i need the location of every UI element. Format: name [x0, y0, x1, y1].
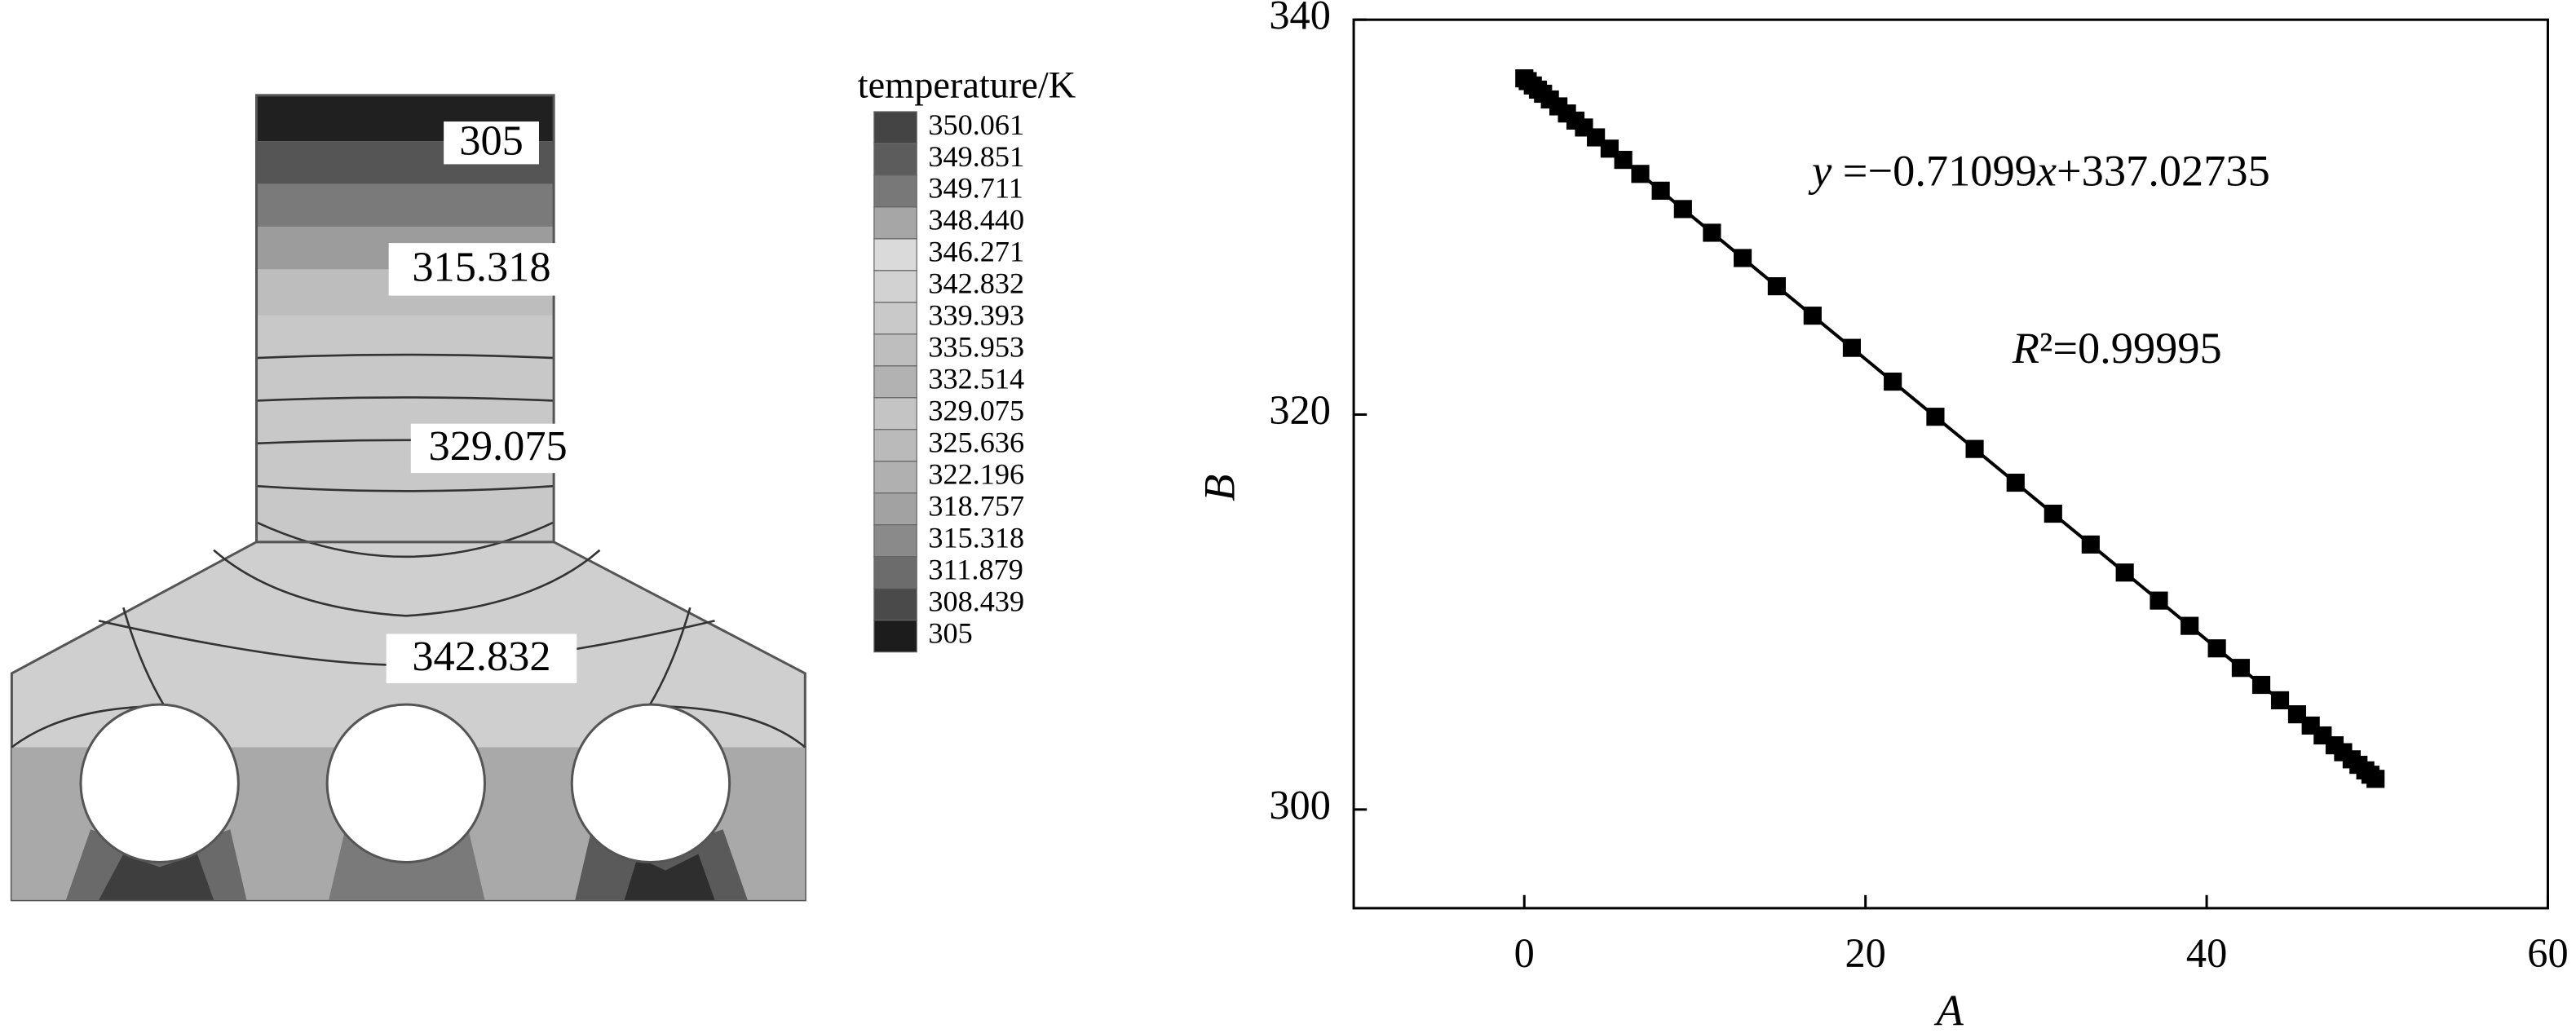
legend-label: 308.439 — [928, 585, 1024, 618]
data-point — [2006, 473, 2025, 492]
x-tick-label: 0 — [1514, 930, 1535, 976]
data-point — [1600, 139, 1619, 158]
data-point — [2207, 639, 2226, 658]
data-point — [2181, 616, 2199, 635]
legend-label: 346.271 — [928, 236, 1024, 268]
contour-label: 329.075 — [429, 422, 568, 470]
legend-swatch — [873, 397, 917, 430]
legend-swatch — [873, 206, 917, 240]
legend-label: 325.636 — [928, 426, 1024, 459]
y-tick-label: 300 — [1269, 782, 1331, 828]
pocket — [624, 854, 715, 900]
stem-band — [256, 183, 555, 227]
data-point — [2115, 563, 2134, 582]
data-point — [1842, 338, 1862, 357]
y-tick-label: 320 — [1269, 387, 1331, 433]
data-point — [1926, 408, 1945, 426]
contour-geometry — [10, 94, 806, 902]
legend-swatch — [873, 111, 917, 144]
legend-label: 332.514 — [928, 363, 1024, 395]
legend-label: 318.757 — [928, 490, 1024, 523]
equation-part: =−0.71099 — [1831, 147, 2037, 196]
legend-swatch — [873, 429, 917, 462]
r-squared: R²=0.99995 — [2012, 324, 2222, 373]
legend-swatch — [873, 270, 917, 303]
x-tick-label: 20 — [1845, 930, 1886, 976]
data-point — [2044, 504, 2062, 523]
pocket — [99, 854, 214, 900]
data-point — [1767, 277, 1786, 296]
legend-label: 305 — [928, 617, 972, 650]
legend-label: 322.196 — [928, 458, 1024, 491]
legend-swatch — [873, 333, 917, 367]
data-point — [1587, 128, 1606, 147]
legend-swatch — [873, 302, 917, 335]
hole — [570, 703, 731, 864]
y-axis-label: B — [1195, 475, 1244, 501]
data-point — [1631, 165, 1650, 183]
data-point — [1614, 151, 1633, 170]
contour-label: 305 — [459, 117, 524, 164]
legend-swatch — [873, 461, 917, 494]
stem-outline — [255, 94, 555, 544]
legend-swatch — [873, 588, 917, 621]
data-point — [1884, 372, 1902, 391]
data-point — [1673, 200, 1692, 219]
legend-label: 329.075 — [928, 395, 1024, 427]
contour-label-box — [388, 243, 575, 296]
y-tick-label: 340 — [1269, 0, 1331, 38]
x-tick-label: 40 — [2186, 930, 2227, 976]
legend-label: 342.832 — [928, 267, 1024, 300]
data-point — [1803, 307, 1822, 325]
contour-label-box — [386, 633, 577, 683]
legend-label: 335.953 — [928, 331, 1024, 364]
contour-label-box — [410, 423, 585, 474]
legend-label: 339.393 — [928, 299, 1024, 332]
equation: y =−0.71099x+337.02735 — [1808, 147, 2270, 196]
contour-label-box — [444, 121, 539, 165]
hole — [325, 703, 487, 864]
r-squared-part: ²=0.99995 — [2039, 324, 2222, 373]
contour-line — [255, 353, 555, 558]
legend-label: 350.061 — [928, 108, 1024, 141]
data-point — [2231, 659, 2250, 678]
equation-part: x — [2036, 147, 2057, 196]
legend-label: 311.879 — [928, 554, 1023, 586]
legend-swatch — [873, 365, 917, 399]
data-point — [2150, 591, 2168, 610]
legend-label: 315.318 — [928, 522, 1024, 554]
data-point — [2270, 691, 2290, 709]
plot-frame — [1352, 18, 2549, 910]
data-point — [2287, 705, 2307, 724]
data-point — [2081, 535, 2100, 554]
data-point — [2251, 675, 2271, 695]
legend-swatch — [873, 492, 917, 526]
contour-label: 315.318 — [412, 243, 550, 290]
hole — [79, 703, 240, 864]
legend-title: temperature/K — [858, 64, 1076, 106]
legend-swatch — [873, 556, 917, 589]
data-point — [2366, 770, 2385, 788]
x-axis-label: A — [1934, 986, 1964, 1033]
equation-part: +337.02735 — [2057, 147, 2270, 196]
legend-swatch — [873, 524, 917, 558]
r-squared-part: R — [2012, 324, 2039, 373]
x-tick-label: 60 — [2527, 930, 2568, 976]
legend-swatch — [873, 238, 917, 271]
data-point — [1651, 181, 1670, 200]
legend-label: 348.440 — [928, 204, 1024, 236]
legend-swatch — [873, 174, 917, 208]
data-point — [1733, 249, 1752, 267]
legend-swatch — [873, 620, 917, 653]
legend-label: 349.851 — [928, 140, 1024, 173]
legend-swatch — [873, 143, 917, 176]
data-point — [1965, 439, 1984, 458]
legend-label: 349.711 — [928, 172, 1023, 205]
equation-part: y — [1808, 147, 1832, 196]
contour-label: 342.832 — [412, 633, 550, 680]
data-point — [1703, 223, 1721, 242]
